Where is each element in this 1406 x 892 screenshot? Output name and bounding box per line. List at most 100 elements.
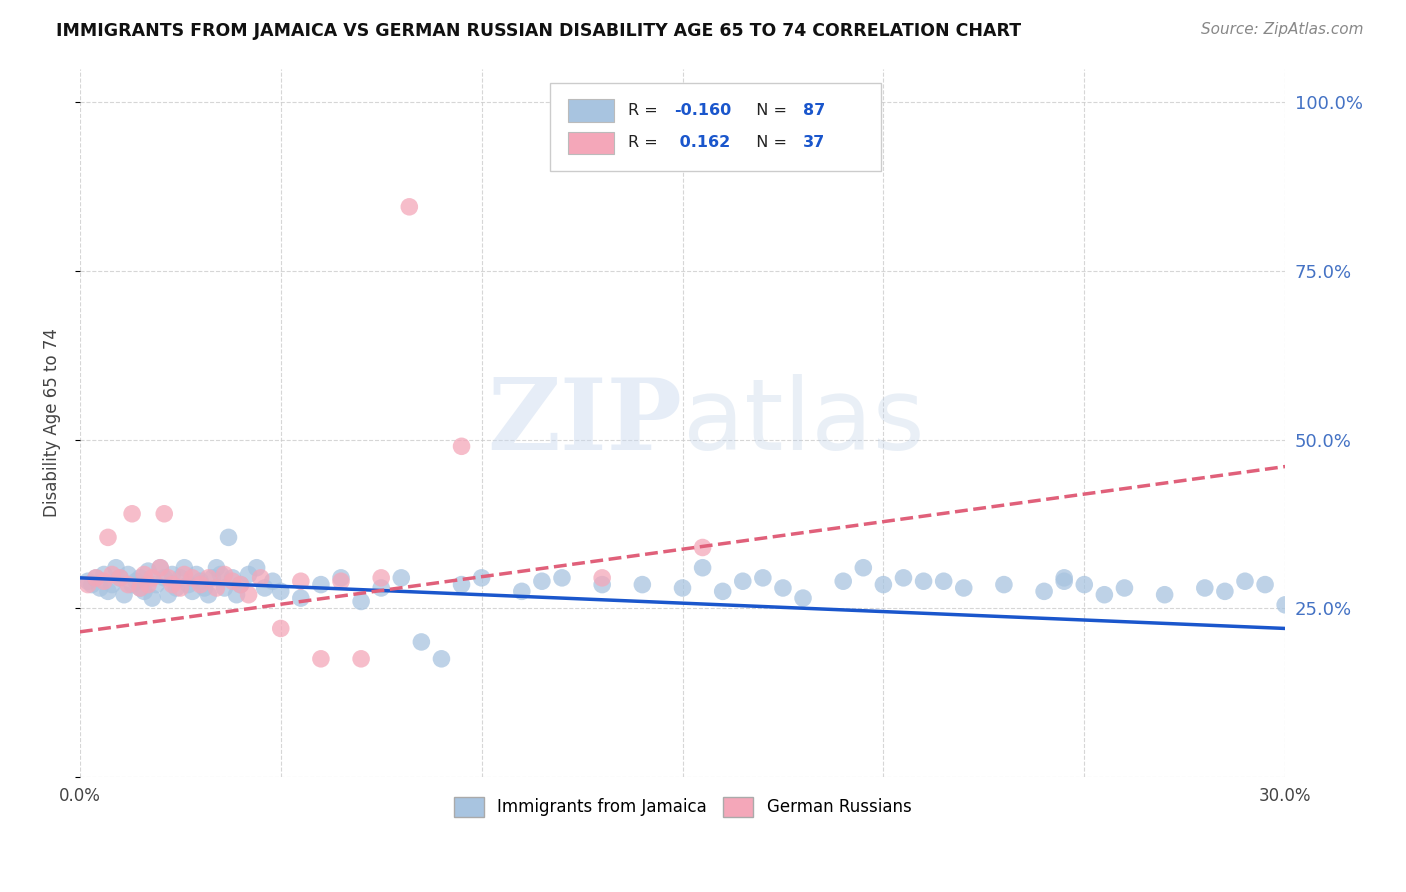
Point: [591, 571, 613, 585]
Point: [93, 574, 115, 589]
Point: [309, 652, 332, 666]
Point: [1153, 588, 1175, 602]
Point: [350, 652, 373, 666]
Point: [952, 581, 974, 595]
Point: [591, 577, 613, 591]
Point: [993, 577, 1015, 591]
Point: [186, 567, 208, 582]
Text: R =: R =: [628, 136, 664, 151]
Point: [370, 571, 392, 585]
Point: [153, 571, 176, 585]
Point: [101, 567, 124, 582]
Point: [221, 571, 243, 585]
Point: [209, 567, 232, 582]
Point: [181, 571, 204, 585]
Point: [77, 574, 100, 589]
Point: [134, 584, 156, 599]
Text: ZIP: ZIP: [488, 374, 682, 471]
Point: [551, 571, 574, 585]
Point: [129, 571, 152, 585]
Point: [249, 571, 271, 585]
Point: [173, 567, 195, 582]
FancyBboxPatch shape: [568, 99, 614, 121]
Point: [190, 574, 212, 589]
Point: [1274, 598, 1296, 612]
Point: [471, 571, 494, 585]
Point: [157, 571, 180, 585]
Point: [169, 571, 191, 585]
Point: [270, 584, 292, 599]
Point: [229, 577, 252, 591]
Point: [93, 567, 115, 582]
Text: R =: R =: [628, 103, 664, 118]
Point: [510, 584, 533, 599]
Point: [205, 581, 228, 595]
Point: [205, 560, 228, 574]
Point: [1092, 588, 1115, 602]
Text: atlas: atlas: [682, 374, 924, 471]
Point: [330, 574, 353, 589]
Point: [136, 577, 159, 591]
Point: [129, 581, 152, 595]
Legend: Immigrants from Jamaica, German Russians: Immigrants from Jamaica, German Russians: [446, 789, 920, 825]
Point: [1254, 577, 1277, 591]
Point: [731, 574, 754, 589]
Point: [692, 541, 714, 555]
Point: [225, 588, 247, 602]
Point: [309, 577, 332, 591]
Point: [692, 560, 714, 574]
Point: [246, 560, 269, 574]
Point: [430, 652, 453, 666]
Text: 37: 37: [803, 136, 825, 151]
Point: [162, 567, 184, 582]
Point: [84, 571, 107, 585]
Point: [370, 581, 392, 595]
Point: [238, 588, 260, 602]
Point: [253, 581, 276, 595]
Point: [772, 581, 794, 595]
Point: [173, 560, 195, 574]
Point: [105, 560, 128, 574]
Point: [134, 567, 156, 582]
Point: [149, 560, 172, 574]
Point: [89, 581, 111, 595]
Point: [290, 574, 312, 589]
Point: [792, 591, 814, 606]
Point: [153, 507, 176, 521]
Text: 87: 87: [803, 103, 825, 118]
Point: [181, 584, 204, 599]
Point: [190, 577, 212, 591]
Point: [117, 567, 139, 582]
Point: [711, 584, 734, 599]
Point: [932, 574, 955, 589]
Point: [221, 574, 243, 589]
Point: [197, 571, 219, 585]
Point: [97, 584, 120, 599]
Point: [177, 577, 200, 591]
Point: [145, 577, 167, 591]
Text: Source: ZipAtlas.com: Source: ZipAtlas.com: [1201, 22, 1364, 37]
Point: [1194, 581, 1216, 595]
Point: [97, 530, 120, 544]
Point: [165, 581, 187, 595]
Point: [1053, 571, 1076, 585]
Point: [214, 581, 236, 595]
Point: [129, 581, 152, 595]
Point: [193, 581, 215, 595]
Point: [141, 591, 163, 606]
Point: [1114, 581, 1136, 595]
Point: [169, 581, 191, 595]
Text: 0.162: 0.162: [673, 136, 730, 151]
Point: [238, 567, 260, 582]
Point: [125, 574, 148, 589]
Point: [101, 577, 124, 591]
Point: [149, 560, 172, 574]
Point: [229, 577, 252, 591]
FancyBboxPatch shape: [550, 83, 882, 171]
Point: [330, 571, 353, 585]
Point: [350, 594, 373, 608]
Point: [1033, 584, 1056, 599]
Point: [262, 574, 284, 589]
Point: [912, 574, 935, 589]
Text: N =: N =: [747, 136, 793, 151]
